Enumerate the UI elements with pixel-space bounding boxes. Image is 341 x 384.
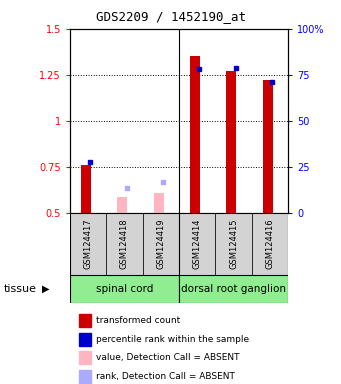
Text: percentile rank within the sample: percentile rank within the sample bbox=[96, 335, 249, 344]
Text: value, Detection Call = ABSENT: value, Detection Call = ABSENT bbox=[96, 353, 240, 362]
Bar bbox=[117, 197, 128, 213]
Text: GDS2209 / 1452190_at: GDS2209 / 1452190_at bbox=[95, 10, 246, 23]
Text: GSM124414: GSM124414 bbox=[193, 218, 202, 269]
Text: transformed count: transformed count bbox=[96, 316, 180, 325]
Text: GSM124417: GSM124417 bbox=[84, 218, 93, 269]
Bar bbox=[179, 275, 288, 303]
Text: GSM124418: GSM124418 bbox=[120, 218, 129, 269]
Text: ▶: ▶ bbox=[42, 284, 50, 294]
Bar bbox=[263, 80, 273, 213]
Bar bbox=[70, 275, 179, 303]
Text: tissue: tissue bbox=[3, 284, 36, 294]
Bar bbox=[252, 213, 288, 275]
Bar bbox=[79, 333, 91, 346]
Text: GSM124419: GSM124419 bbox=[156, 218, 165, 269]
Text: GSM124416: GSM124416 bbox=[265, 218, 275, 269]
Bar bbox=[216, 213, 252, 275]
Bar bbox=[153, 193, 164, 213]
Bar bbox=[106, 213, 143, 275]
Text: GSM124415: GSM124415 bbox=[229, 218, 238, 269]
Text: dorsal root ganglion: dorsal root ganglion bbox=[181, 284, 286, 294]
Bar bbox=[190, 56, 200, 213]
Text: rank, Detection Call = ABSENT: rank, Detection Call = ABSENT bbox=[96, 372, 235, 381]
Text: spinal cord: spinal cord bbox=[96, 284, 153, 294]
Bar bbox=[226, 71, 237, 213]
Bar bbox=[79, 314, 91, 328]
Bar bbox=[81, 165, 91, 213]
Bar bbox=[143, 213, 179, 275]
Bar bbox=[70, 213, 106, 275]
Bar bbox=[79, 351, 91, 364]
Bar bbox=[179, 213, 216, 275]
Bar bbox=[79, 370, 91, 384]
